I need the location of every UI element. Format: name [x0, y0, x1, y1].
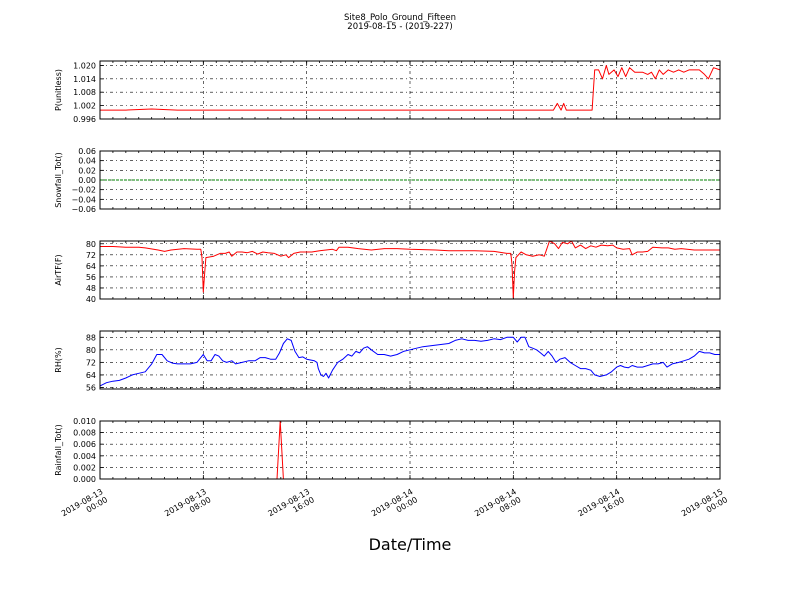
- series-line: [99, 336, 720, 387]
- axes-frame: [99, 330, 721, 390]
- x-tick-label: 2019-08-1500:00: [680, 487, 729, 526]
- y-tick-label: 0.000: [73, 475, 96, 484]
- series-line: [100, 240, 720, 299]
- y-axis-label: P(unitless): [54, 69, 63, 111]
- y-tick-label: −0.02: [71, 186, 96, 195]
- y-tick-label: 1.008: [73, 88, 96, 97]
- x-tick-label: 2019-08-1300:00: [60, 487, 109, 526]
- y-tick-label: 0.006: [73, 440, 96, 449]
- y-tick-label: 0.002: [73, 463, 96, 472]
- y-tick-label: 56: [86, 383, 96, 392]
- y-tick-label: 1.002: [73, 102, 96, 111]
- x-tick-label: 2019-08-1316:00: [266, 487, 315, 526]
- y-axis-label: AirTF(F): [54, 254, 63, 285]
- y-tick-label: 1.014: [73, 75, 96, 84]
- axes-frame: [99, 150, 721, 210]
- y-tick-label: 40: [86, 295, 96, 304]
- y-tick-label: 72: [86, 251, 96, 260]
- panels: 1.020 1.014 1.008 1.002 0.996 P(unitless) 0.06…: [54, 60, 721, 484]
- y-tick-label: 64: [86, 262, 96, 271]
- y-tick-label: 0.00: [78, 176, 96, 185]
- y-tick-label: 0.008: [73, 429, 96, 438]
- y-tick-label: 48: [86, 284, 96, 293]
- axes-frame: [99, 420, 721, 480]
- y-tick-label: 80: [86, 240, 96, 249]
- y-tick-label: 88: [86, 333, 96, 342]
- x-tick-label: 2019-08-1308:00: [163, 487, 212, 526]
- x-axis-label: Date/Time: [369, 535, 452, 554]
- y-tick-label: 1.020: [73, 61, 96, 70]
- y-tick-label: 56: [86, 273, 96, 282]
- panel-3: 80 72 64 56 48 40 AirTF(F): [54, 240, 721, 304]
- x-tick-label: 2019-08-1416:00: [576, 487, 625, 526]
- x-tick-labels: 2019-08-1300:00 2019-08-1308:00 2019-08-13…: [60, 487, 729, 526]
- x-tick-label: 2019-08-1400:00: [370, 487, 419, 526]
- y-tick-label: −0.06: [71, 205, 96, 214]
- y-tick-label: 0.996: [73, 115, 96, 124]
- axes-frame: [99, 60, 721, 120]
- y-tick-label: −0.04: [71, 195, 96, 204]
- panel-5: 0.010 0.008 0.006 0.004 0.002 0.000 Rainfall_T…: [54, 417, 721, 484]
- panel-4: 88 80 72 64 56 RH(%): [54, 330, 721, 392]
- y-axis-label: Snowfall_Tot(): [54, 152, 63, 208]
- y-tick-label: 0.02: [78, 166, 96, 175]
- y-tick-label: 64: [86, 371, 96, 380]
- axes-frame: [99, 240, 721, 300]
- y-tick-label: 72: [86, 358, 96, 367]
- series-line: [100, 65, 721, 111]
- y-tick-label: 0.004: [73, 452, 96, 461]
- x-tick-label: 2019-08-1408:00: [473, 487, 522, 526]
- panel-2: 0.060.040.020.00−0.02−0.04−0.06 Snowfall_…: [54, 147, 721, 214]
- y-tick-label: 0.06: [78, 147, 96, 156]
- y-tick-label: 0.04: [78, 157, 96, 166]
- panel-1: 1.020 1.014 1.008 1.002 0.996 P(unitless): [54, 60, 721, 124]
- chart-subtitle: 2019-08-15 - (2019-227): [347, 22, 452, 32]
- y-axis-label: Rainfall_Tot(): [54, 424, 63, 476]
- y-axis-label: RH(%): [54, 347, 63, 372]
- series-line: [100, 420, 720, 480]
- y-tick-label: 80: [86, 346, 96, 355]
- y-tick-label: 0.010: [73, 417, 96, 426]
- chart-title: Site8_Polo_Ground_Fifteen: [344, 13, 456, 23]
